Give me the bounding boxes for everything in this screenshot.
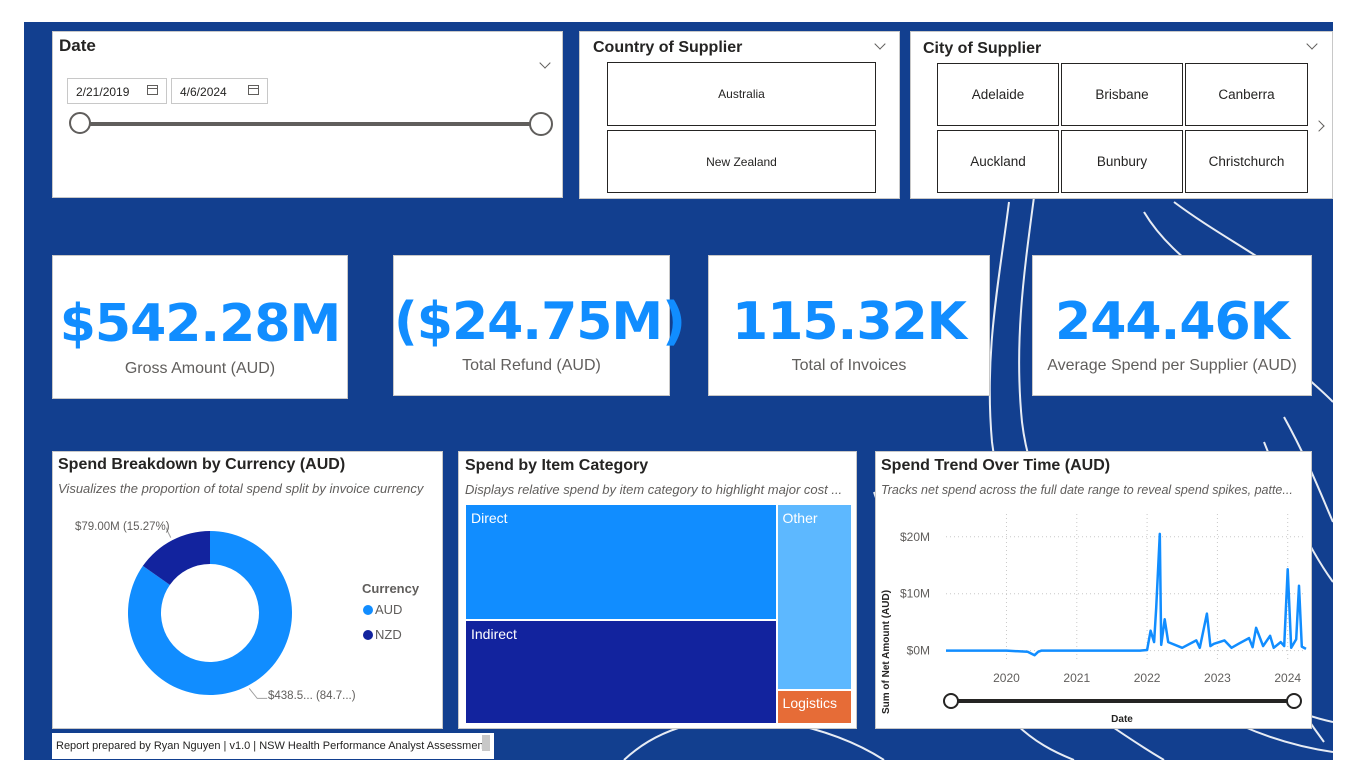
data-label-nzd: $79.00M (15.27%) — [75, 521, 170, 533]
end-date-input[interactable]: 4/6/2024 — [171, 78, 268, 104]
city-option-label: Brisbane — [1095, 87, 1149, 102]
country-slicer-title: Country of Supplier — [593, 39, 743, 56]
treemap-cell-other[interactable]: Other — [776, 504, 852, 691]
chart-title: Spend Breakdown by Currency (AUD) — [58, 456, 346, 473]
legend-label-aud[interactable]: AUD — [375, 602, 402, 617]
legend-marker-nzd — [363, 630, 373, 640]
leader-line-aud — [248, 688, 268, 699]
line-plot: $0M $10M $20M 2020 2021 2022 2023 2024 Sum of N… — [881, 514, 1307, 725]
kpi-value: ($24.75M) — [394, 292, 686, 352]
treemap-label: Indirect — [471, 626, 517, 643]
city-slicer: City of Supplier Adelaide Brisbane Canbe… — [910, 31, 1333, 199]
treemap-cell-direct[interactable]: Direct — [465, 504, 777, 621]
calendar-icon[interactable] — [248, 85, 259, 95]
city-option-bunbury[interactable]: Bunbury — [1061, 130, 1183, 193]
x-tick-label: 2024 — [1274, 671, 1301, 685]
calendar-icon[interactable] — [147, 85, 158, 95]
treemap-plot: Direct Indirect Other Logistics — [465, 504, 852, 724]
y-axis-title: Sum of Net Amount (AUD) — [881, 590, 892, 714]
chart-subtitle: Displays relative spend by item category… — [465, 482, 843, 497]
city-option-auckland[interactable]: Auckland — [937, 130, 1059, 193]
y-tick-label: $20M — [900, 530, 930, 544]
series-line-net-amount[interactable] — [946, 532, 1307, 657]
donut-slice-nzd[interactable] — [142, 531, 210, 585]
country-slicer: Country of Supplier Australia New Zealan… — [579, 31, 900, 199]
date-slicer: Date 2/21/2019 4/6/2024 — [52, 31, 563, 198]
x-axis-title: Date — [1111, 714, 1133, 725]
category-treemap-chart: Spend by Item Category Displays relative… — [458, 451, 857, 729]
start-date-value: 2/21/2019 — [76, 85, 130, 99]
kpi-label: Total Refund (AUD) — [462, 357, 601, 374]
kpi-gross-amount: $542.28M Gross Amount (AUD) — [52, 255, 348, 399]
date-slicer-title: Date — [59, 36, 96, 55]
kpi-value: $542.28M — [59, 294, 342, 354]
x-tick-label: 2023 — [1204, 671, 1231, 685]
city-option-label: Canberra — [1218, 87, 1275, 102]
spend-trend-line-chart: Spend Trend Over Time (AUD) Tracks net s… — [875, 451, 1312, 729]
legend-title: Currency — [362, 581, 420, 596]
chart-subtitle: Visualizes the proportion of total spend… — [58, 481, 424, 496]
kpi-total-invoices: 115.32K Total of Invoices — [708, 255, 990, 396]
city-option-label: Adelaide — [971, 87, 1025, 102]
x-tick-label: 2020 — [993, 671, 1020, 685]
chart-title: Spend by Item Category — [465, 457, 649, 474]
city-option-label: Bunbury — [1096, 154, 1148, 169]
kpi-total-refund: ($24.75M) Total Refund (AUD) — [393, 255, 686, 396]
legend-marker-aud — [363, 605, 373, 615]
kpi-label: Total of Invoices — [791, 357, 907, 374]
currency-donut-chart: Spend Breakdown by Currency (AUD) Visual… — [52, 451, 443, 729]
end-date-value: 4/6/2024 — [180, 85, 227, 99]
country-option-label: Australia — [718, 87, 765, 101]
chart-subtitle: Tracks net spend across the full date ra… — [881, 483, 1293, 497]
date-range-end-handle[interactable] — [529, 112, 553, 136]
leader-line-nzd — [166, 527, 172, 538]
country-option-new-zealand[interactable]: New Zealand — [607, 130, 876, 193]
start-date-input[interactable]: 2/21/2019 — [67, 78, 167, 104]
x-range-end-handle[interactable] — [1286, 693, 1302, 709]
city-option-brisbane[interactable]: Brisbane — [1061, 63, 1183, 126]
kpi-average-spend: 244.46K Average Spend per Supplier (AUD) — [1032, 255, 1312, 396]
city-option-adelaide[interactable]: Adelaide — [937, 63, 1059, 126]
x-tick-label: 2021 — [1063, 671, 1090, 685]
kpi-label: Gross Amount (AUD) — [124, 360, 276, 377]
treemap-label: Other — [782, 510, 818, 526]
footer-scrollbar[interactable] — [482, 735, 490, 751]
kpi-label: Average Spend per Supplier (AUD) — [1047, 357, 1297, 374]
x-range-start-handle[interactable] — [943, 693, 959, 709]
treemap-cell-indirect[interactable]: Indirect — [465, 620, 777, 724]
country-option-australia[interactable]: Australia — [607, 62, 876, 126]
kpi-value: 244.46K — [1055, 292, 1290, 352]
date-range-start-handle[interactable] — [69, 112, 91, 134]
treemap-label: Logistics — [782, 695, 837, 712]
report-footer: Report prepared by Ryan Nguyen | v1.0 | … — [52, 733, 494, 759]
city-option-label: Auckland — [970, 154, 1026, 169]
footer-text: Report prepared by Ryan Nguyen | v1.0 | … — [56, 740, 487, 752]
city-slicer-title: City of Supplier — [923, 40, 1042, 57]
kpi-value: 115.32K — [732, 292, 967, 352]
chevron-down-icon[interactable] — [874, 38, 886, 50]
donut-plot: $438.5... (84.7...) $79.00M (15.27%) Cur… — [75, 521, 420, 702]
date-range-track[interactable] — [81, 122, 541, 126]
chart-title: Spend Trend Over Time (AUD) — [881, 457, 1111, 474]
legend-label-nzd[interactable]: NZD — [375, 627, 402, 642]
data-label-aud: $438.5... (84.7...) — [268, 690, 356, 702]
chevron-down-icon[interactable] — [1306, 38, 1318, 50]
treemap-label: Direct — [471, 510, 508, 526]
donut-slice-aud[interactable] — [127, 531, 292, 695]
city-option-label: Christchurch — [1208, 154, 1285, 169]
chevron-down-icon[interactable] — [539, 57, 551, 69]
y-tick-label: $0M — [907, 644, 930, 658]
country-option-label: New Zealand — [706, 154, 777, 169]
treemap-cell-logistics[interactable]: Logistics — [776, 690, 852, 724]
x-tick-label: 2022 — [1134, 671, 1161, 685]
city-option-christchurch[interactable]: Christchurch — [1185, 130, 1308, 193]
city-option-canberra[interactable]: Canberra — [1185, 63, 1308, 126]
chevron-right-icon[interactable] — [1313, 120, 1325, 132]
y-tick-label: $10M — [900, 587, 930, 601]
